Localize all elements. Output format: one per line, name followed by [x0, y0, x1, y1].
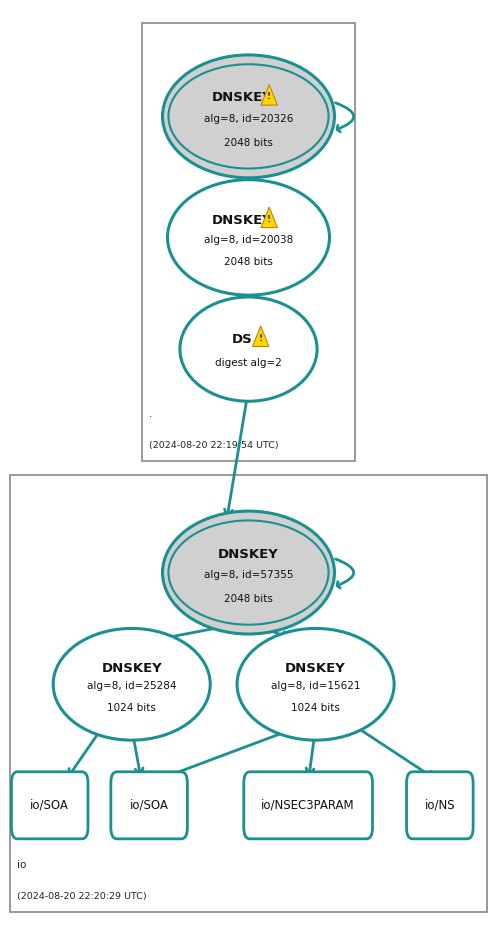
Polygon shape [261, 85, 277, 105]
Text: (2024-08-20 22:20:29 UTC): (2024-08-20 22:20:29 UTC) [17, 892, 147, 901]
Text: !: ! [267, 92, 271, 101]
Text: io/SOA: io/SOA [30, 799, 69, 812]
Text: 1024 bits: 1024 bits [291, 703, 340, 713]
Ellipse shape [237, 628, 394, 740]
Text: alg=8, id=20038: alg=8, id=20038 [204, 235, 293, 245]
Text: DNSKEY: DNSKEY [101, 662, 162, 675]
FancyBboxPatch shape [407, 772, 473, 839]
Text: !: ! [267, 215, 271, 223]
Text: DNSKEY: DNSKEY [285, 662, 346, 675]
Text: alg=8, id=20326: alg=8, id=20326 [204, 114, 293, 124]
Ellipse shape [53, 628, 210, 740]
Ellipse shape [168, 64, 329, 169]
Ellipse shape [167, 180, 330, 295]
FancyBboxPatch shape [111, 772, 187, 839]
FancyArrowPatch shape [335, 559, 354, 588]
Text: alg=8, id=15621: alg=8, id=15621 [271, 681, 360, 692]
Ellipse shape [163, 511, 334, 634]
Text: (2024-08-20 22:19:54 UTC): (2024-08-20 22:19:54 UTC) [149, 440, 279, 450]
Text: io/NSEC3PARAM: io/NSEC3PARAM [261, 799, 355, 812]
Text: alg=8, id=25284: alg=8, id=25284 [87, 681, 176, 692]
Text: digest alg=2: digest alg=2 [215, 358, 282, 368]
Ellipse shape [168, 520, 329, 625]
Text: DNSKEY: DNSKEY [212, 214, 273, 227]
Text: DNSKEY: DNSKEY [218, 547, 279, 560]
Text: 1024 bits: 1024 bits [107, 703, 156, 713]
Text: alg=8, id=57355: alg=8, id=57355 [204, 570, 293, 580]
Text: io/NS: io/NS [424, 799, 455, 812]
Text: 2048 bits: 2048 bits [224, 594, 273, 604]
Polygon shape [252, 326, 269, 346]
Text: 2048 bits: 2048 bits [224, 257, 273, 267]
FancyBboxPatch shape [244, 772, 373, 839]
Text: DNSKEY: DNSKEY [212, 91, 273, 104]
Text: 2048 bits: 2048 bits [224, 138, 273, 148]
Ellipse shape [180, 297, 317, 401]
FancyArrowPatch shape [335, 102, 354, 132]
Text: !: ! [258, 334, 263, 343]
FancyBboxPatch shape [11, 772, 88, 839]
Text: io: io [17, 860, 27, 870]
Text: io/SOA: io/SOA [130, 799, 168, 812]
Text: DS: DS [232, 333, 253, 345]
Text: .: . [149, 409, 153, 419]
Ellipse shape [163, 55, 334, 178]
Polygon shape [261, 207, 277, 227]
